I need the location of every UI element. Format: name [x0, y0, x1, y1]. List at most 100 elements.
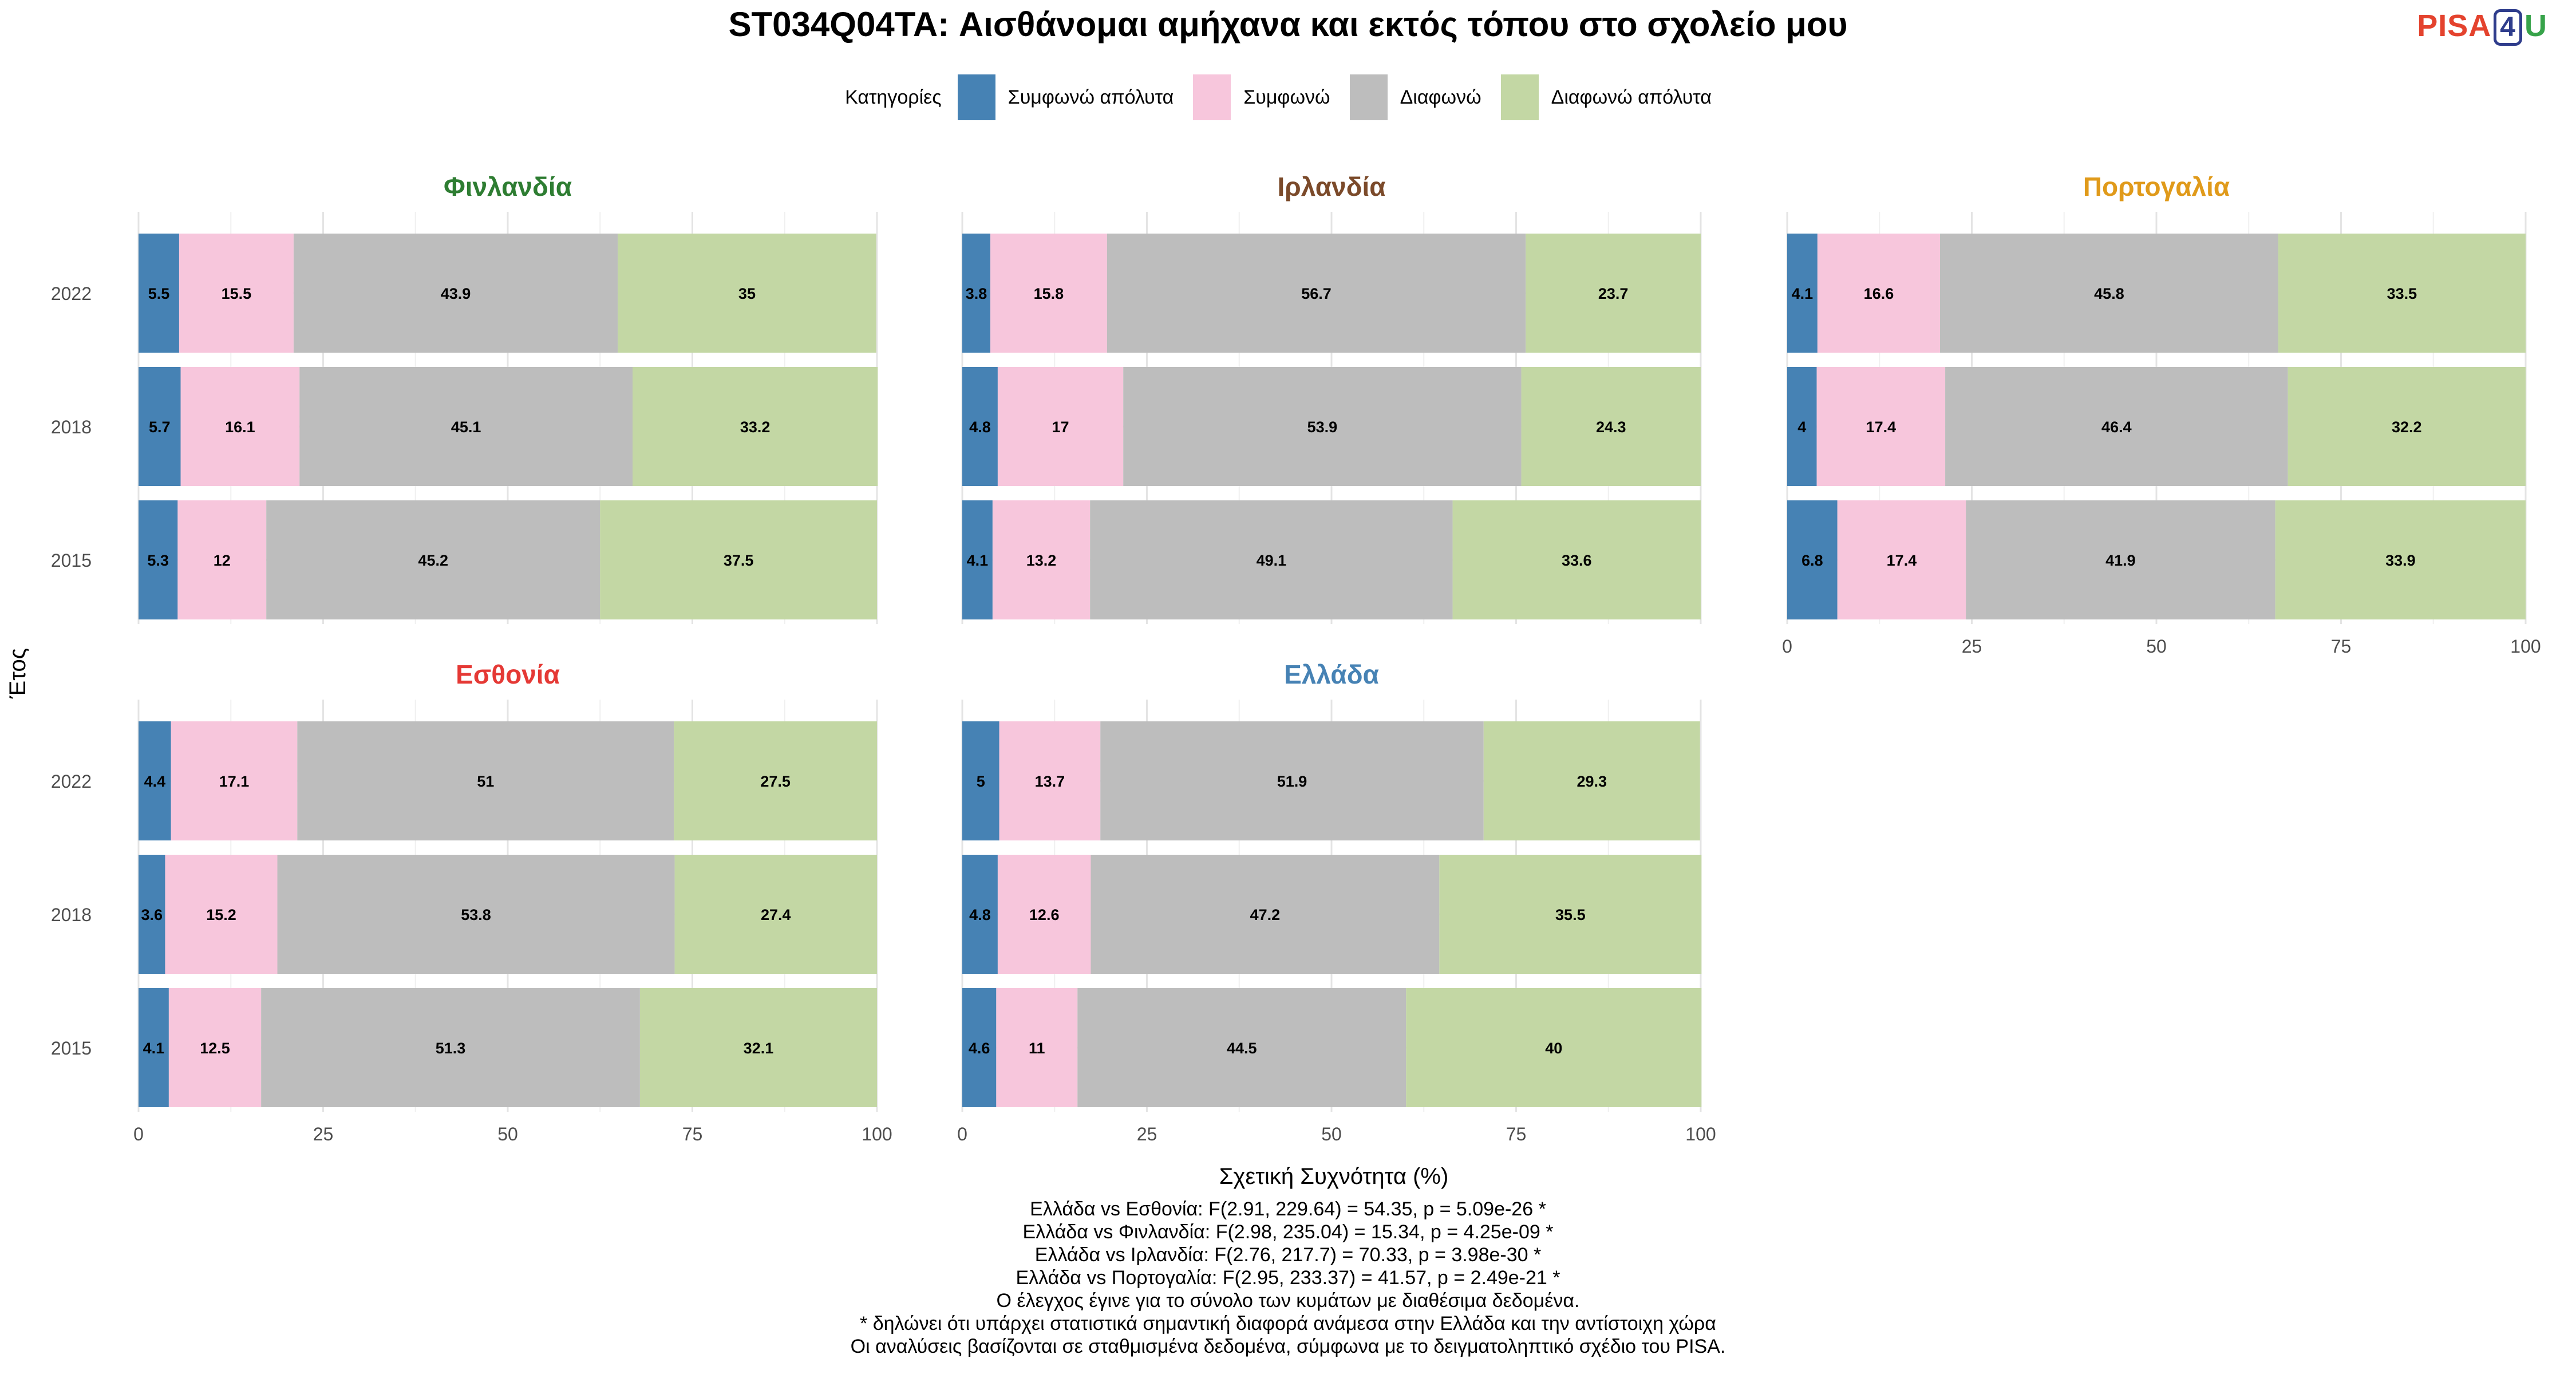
panel-4-bar-2015-seg-2: [1077, 988, 1406, 1107]
panel-4-label-2018-seg-0: 4.8: [969, 906, 991, 923]
panel-2-xtick-2: 50: [2146, 636, 2167, 657]
panel-2-label-2015-seg-3: 33.9: [2385, 552, 2416, 569]
logo-u-text: U: [2524, 9, 2547, 43]
panel-2-bar-2022-seg-2: [1940, 234, 2278, 353]
panel-4-xtick-4: 100: [1685, 1124, 1716, 1144]
panel-0-bar-2015-seg-3: [600, 500, 877, 619]
panel-4-xtick-0: 0: [957, 1124, 967, 1144]
panel-4-bar-2015-seg-1: [996, 988, 1078, 1107]
chart-title: ST034Q04TA: Αισθάνομαι αμήχανα και εκτός…: [728, 5, 1848, 44]
panel-2-bar-2018-seg-1: [1816, 367, 1946, 486]
panel-1-bar-2018-seg-3: [1521, 367, 1701, 486]
panel-1-bar-2015-seg-1: [992, 500, 1091, 619]
panel-3-xtick-1: 25: [313, 1124, 334, 1144]
panel-0-label-2018-seg-1: 16.1: [225, 418, 255, 436]
panel-4-bar-2015-seg-0: [962, 988, 997, 1107]
panel-4-bar-2018-seg-2: [1091, 855, 1440, 974]
legend-key-disagree: [1349, 74, 1388, 120]
panel-4-label-2018-seg-1: 12.6: [1029, 906, 1060, 923]
panel-3-label-2022-seg-3: 27.5: [760, 773, 791, 790]
logo-four-text: 4: [2494, 9, 2522, 46]
panel-1-label-2015-seg-2: 49.1: [1257, 552, 1287, 569]
panel-3-bar-2015-seg-1: [168, 988, 262, 1107]
panel-2-bar-2022-seg-3: [2278, 234, 2526, 353]
legend-label-agree: Συμφωνώ: [1243, 86, 1330, 108]
panel-4-bar-2022-seg-1: [999, 721, 1101, 840]
panel-3-label-2018-seg-0: 3.6: [141, 906, 163, 923]
panel-4-xtick-3: 75: [1506, 1124, 1527, 1144]
panel-4-bar-2022-seg-3: [1483, 721, 1700, 840]
panel-0-bar-2018-seg-0: [139, 367, 181, 486]
statistics-notes: Ελλάδα vs Εσθονία: F(2.91, 229.64) = 54.…: [0, 1198, 2576, 1358]
panel-3-label-2015-seg-1: 12.5: [200, 1040, 230, 1057]
legend-label-disagree: Διαφωνώ: [1400, 86, 1481, 108]
panel-4-bar-2015-seg-3: [1406, 988, 1702, 1107]
panel-3-label-2015-seg-0: 4.1: [143, 1040, 165, 1057]
panel-0-label-2015-seg-1: 12: [214, 552, 231, 569]
legend-key-agree: [1193, 74, 1231, 120]
panel-0-label-2018-seg-0: 5.7: [149, 418, 171, 436]
panel-3-xtick-0: 0: [133, 1124, 144, 1144]
panel-1-bar-2015-seg-3: [1452, 500, 1701, 619]
panel-2-bar-2018-seg-3: [2287, 367, 2526, 486]
panel-0-bar-2015-seg-2: [266, 500, 600, 619]
panel-4-label-2018-seg-2: 47.2: [1250, 906, 1281, 923]
panel-2-bar-2015-seg-2: [1966, 500, 2275, 619]
panel-0-ytick-2018: 2018: [51, 417, 92, 437]
panel-1-bar-2015-seg-2: [1090, 500, 1453, 619]
panel-3-xtick-4: 100: [862, 1124, 892, 1144]
panel-2-label-2015-seg-0: 6.8: [1801, 552, 1823, 569]
panel-0-bar-2022-seg-0: [139, 234, 179, 353]
panel-3-bar-2022-seg-3: [674, 721, 877, 840]
panel-3-xtick-2: 50: [497, 1124, 518, 1144]
panel-4-title: Ελλάδα: [1284, 660, 1379, 689]
panel-2-label-2022-seg-2: 45.8: [2094, 285, 2124, 302]
panel-3-bar-2015-seg-2: [261, 988, 640, 1107]
panel-4-bar-2018-seg-1: [997, 855, 1091, 974]
panel-1-label-2022-seg-0: 3.8: [966, 285, 987, 302]
logo-pisa-text: PISA: [2417, 9, 2492, 43]
panel-0-bar-2018-seg-3: [633, 367, 878, 486]
panel-2-bar-2015-seg-3: [2275, 500, 2526, 619]
panel-0-label-2018-seg-2: 45.1: [451, 418, 481, 436]
stacked-bar-chart: Φινλανδία 5.5 15.5 43.9 35 2022 5.7 16.1 45.1 33.…: [5, 172, 2541, 1189]
legend-key-strongly-disagree: [1500, 74, 1539, 120]
panel-2-bar-2022-seg-1: [1817, 234, 1941, 353]
panel-2-xtick-1: 25: [1962, 636, 1982, 657]
panel-1-label-2018-seg-2: 53.9: [1307, 418, 1338, 436]
panel-4-label-2015-seg-2: 44.5: [1227, 1040, 1257, 1057]
panel-0-bar-2015-seg-0: [139, 500, 178, 619]
pisa4u-logo: PISA 4 U: [2417, 8, 2547, 46]
panel-0-bar-2022-seg-2: [293, 234, 618, 353]
panel-4-xtick-1: 25: [1137, 1124, 1157, 1144]
panel-4-label-2022-seg-1: 13.7: [1035, 773, 1065, 790]
panel-2-xtick-4: 100: [2510, 636, 2541, 657]
panel-2-label-2022-seg-3: 33.5: [2387, 285, 2417, 302]
panel-0-ytick-2015: 2015: [51, 550, 92, 571]
panel-4-label-2022-seg-2: 51.9: [1277, 773, 1307, 790]
panel-3-label-2018-seg-3: 27.4: [761, 906, 791, 923]
note-weighting: Οι αναλύσεις βασίζονται σε σταθμισμένα δ…: [850, 1336, 1726, 1357]
panel-3-bar-2022-seg-1: [171, 721, 298, 840]
legend-key-strongly-agree: [957, 74, 995, 120]
note-greece-vs-estonia: Ελλάδα vs Εσθονία: F(2.91, 229.64) = 54.…: [1030, 1198, 1546, 1220]
panel-0-bar-2022-seg-3: [618, 234, 876, 353]
panel-3-label-2022-seg-2: 51: [477, 773, 494, 790]
note-significance: * δηλώνει ότι υπάρχει στατιστικά σημαντι…: [860, 1313, 1716, 1334]
panel-3-label-2015-seg-3: 32.1: [744, 1040, 774, 1057]
legend-label-strongly-agree: Συμφωνώ απόλυτα: [1008, 86, 1174, 108]
note-test-scope: Ο έλεγχος έγινε για το σύνολο των κυμάτω…: [996, 1290, 1580, 1312]
panel-3-bar-2018-seg-0: [139, 855, 165, 974]
panel-3-ytick-2015: 2015: [51, 1038, 92, 1059]
panel-4-label-2022-seg-0: 5: [977, 773, 985, 790]
panel-2-xtick-0: 0: [1782, 636, 1792, 657]
panel-3-bar-2022-seg-0: [139, 721, 171, 840]
panel-0-label-2015-seg-3: 37.5: [724, 552, 754, 569]
panel-1-bar-2022-seg-3: [1526, 234, 1701, 353]
panel-0-label-2022-seg-0: 5.5: [148, 285, 170, 302]
panel-2-bar-2015-seg-1: [1837, 500, 1966, 619]
panel-3-label-2018-seg-2: 53.8: [461, 906, 491, 923]
note-greece-vs-finland: Ελλάδα vs Φινλανδία: F(2.98, 235.04) = 1…: [1022, 1221, 1554, 1243]
legend-item-strongly-agree: Συμφωνώ απόλυτα: [957, 74, 1174, 120]
panel-0-bar-2018-seg-2: [299, 367, 633, 486]
